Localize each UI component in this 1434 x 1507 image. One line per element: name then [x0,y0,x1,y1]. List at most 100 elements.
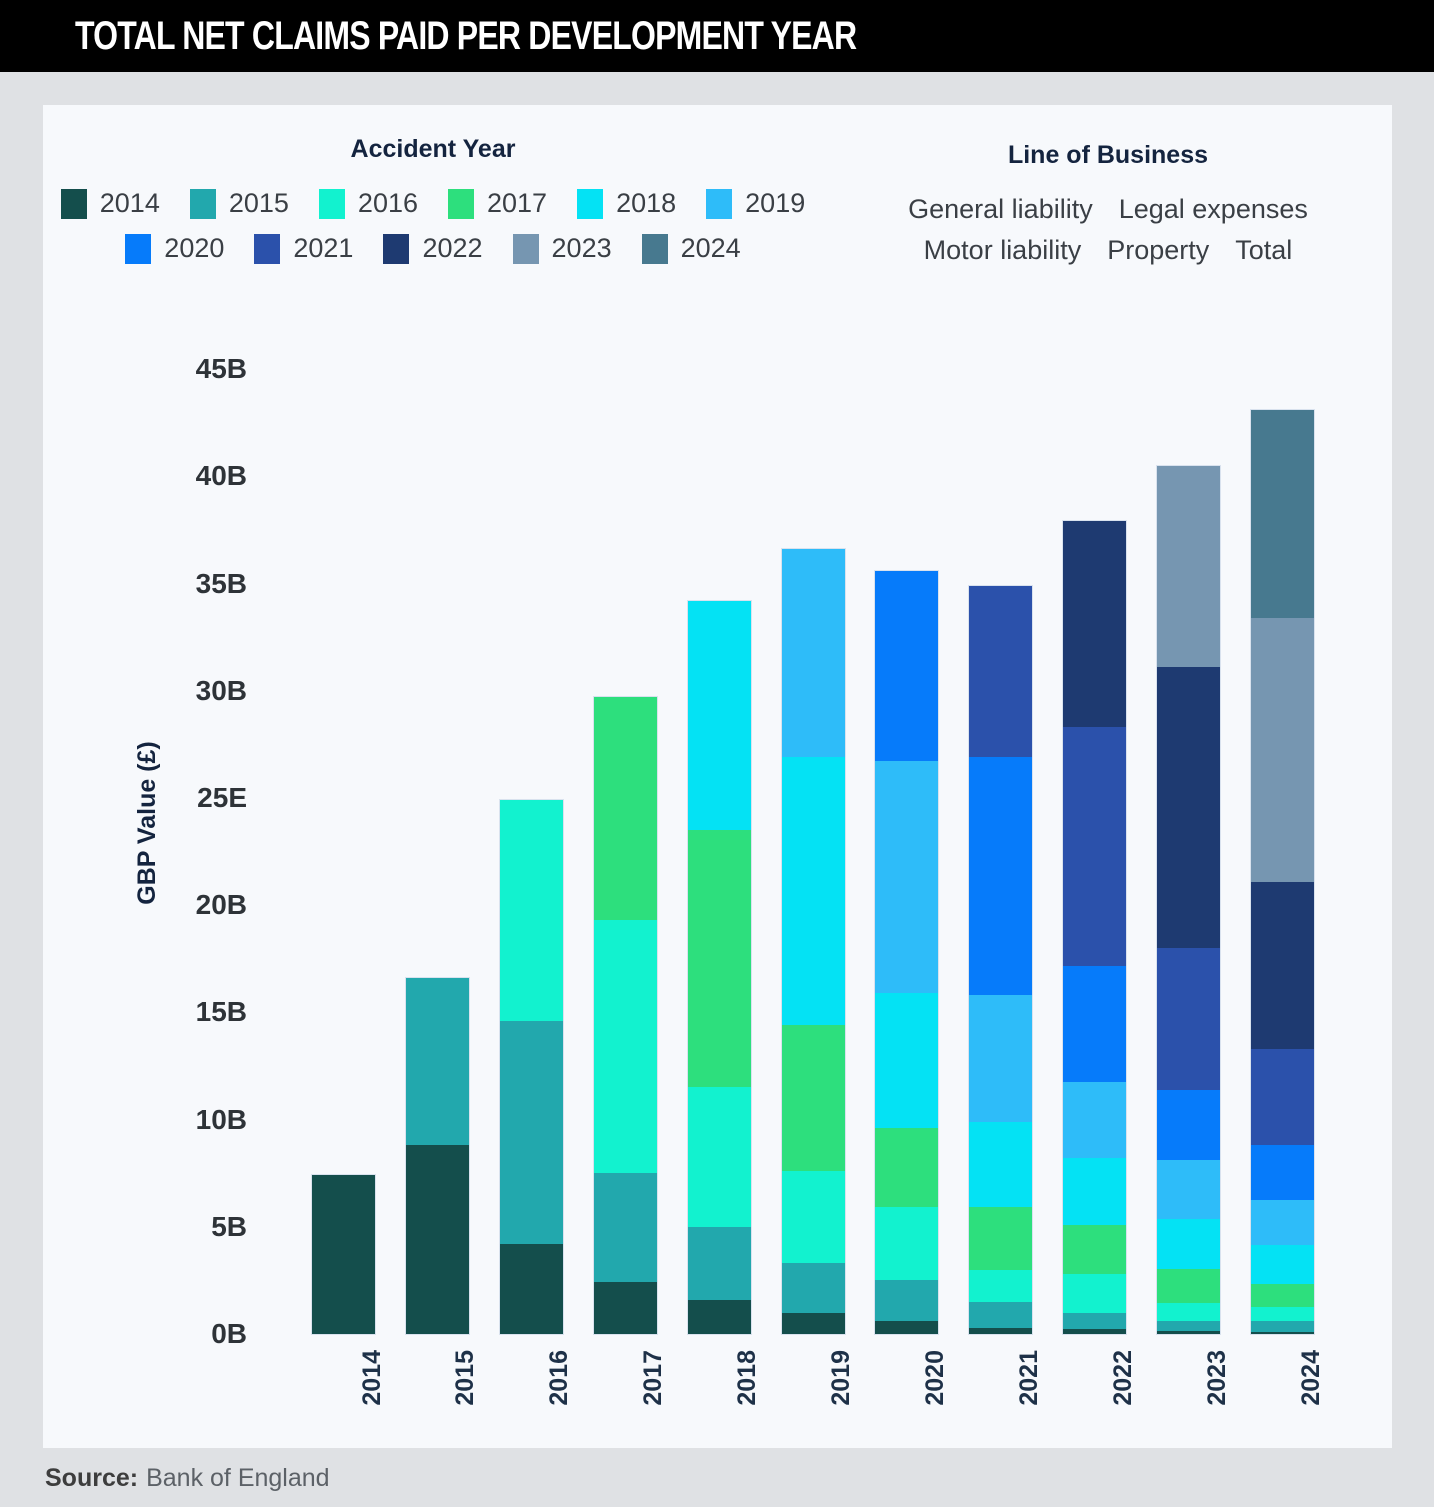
bar-2022[interactable] [1063,521,1127,1334]
bar-2016[interactable] [499,800,563,1334]
legend-item-2018[interactable]: 2018 [577,188,676,219]
bar-segment-2023-ay2014[interactable] [1157,1330,1221,1334]
bar-segment-2018-ay2017[interactable] [687,830,751,1088]
bar-segment-2020-ay2017[interactable] [875,1128,939,1208]
legend-item-2023[interactable]: 2023 [512,233,612,264]
bar-segment-2015-ay2014[interactable] [405,1145,469,1334]
bar-segment-2019-ay2017[interactable] [781,1025,845,1172]
bar-segment-2024-ay2018[interactable] [1251,1244,1314,1284]
legend-swatch-2016 [318,188,345,219]
legend-item-2015[interactable]: 2015 [189,188,289,219]
bar-segment-2024-ay2015[interactable] [1251,1321,1314,1332]
bar-segment-2021-ay2015[interactable] [969,1301,1033,1328]
legend-item-2021[interactable]: 2021 [254,233,353,264]
legend-item-2019[interactable]: 2019 [706,188,805,219]
bar-segment-2023-ay2018[interactable] [1157,1219,1221,1269]
legend-item-2020[interactable]: 2020 [125,233,224,264]
bar-segment-2024-ay2023[interactable] [1251,617,1314,882]
bar-segment-2020-ay2019[interactable] [875,761,939,994]
bar-2019[interactable] [781,549,845,1334]
bar-segment-2023-ay2019[interactable] [1157,1160,1221,1220]
legend-line-of-business-title: Line of Business [1007,141,1209,169]
bar-segment-2023-ay2016[interactable] [1157,1302,1221,1322]
bar-segment-2024-ay2021[interactable] [1251,1048,1314,1146]
bar-segment-2019-ay2014[interactable] [781,1312,845,1334]
bar-segment-2016-ay2016[interactable] [499,800,563,1021]
bar-segment-2021-ay2017[interactable] [969,1207,1033,1270]
bar-segment-2024-ay2020[interactable] [1251,1145,1314,1200]
bar-segment-2022-ay2021[interactable] [1063,727,1127,967]
bar-segment-2017-ay2017[interactable] [593,697,657,921]
bar-2023[interactable] [1157,465,1221,1334]
bar-2021[interactable] [969,585,1033,1334]
bar-segment-2018-ay2014[interactable] [687,1299,751,1334]
bar-segment-2024-ay2014[interactable] [1251,1331,1314,1334]
bar-segment-2021-ay2019[interactable] [969,995,1033,1122]
bar-segment-2016-ay2015[interactable] [499,1020,563,1244]
lob-filter-motor-liability[interactable]: Motor liability [923,235,1082,265]
legend-label: 2018 [616,188,677,218]
bar-segment-2022-ay2020[interactable] [1063,966,1127,1083]
bar-segment-2015-ay2015[interactable] [405,978,469,1146]
bar-segment-2019-ay2015[interactable] [781,1263,845,1313]
bar-segment-2017-ay2014[interactable] [593,1282,657,1334]
legend-item-2014[interactable]: 2014 [60,188,160,219]
bar-segment-2021-ay2016[interactable] [969,1269,1033,1302]
bar-2024[interactable] [1251,409,1314,1334]
bar-segment-2021-ay2020[interactable] [969,757,1033,996]
x-tick-2019: 2019 [827,1350,855,1406]
legend-item-2022[interactable]: 2022 [383,233,483,264]
legend-item-2016[interactable]: 2016 [318,188,418,219]
legend-label: 2023 [551,233,612,263]
bar-segment-2023-ay2015[interactable] [1157,1321,1221,1331]
bar-segment-2020-ay2018[interactable] [875,993,939,1129]
bar-segment-2023-ay2023[interactable] [1157,465,1221,668]
bar-segment-2023-ay2020[interactable] [1157,1089,1221,1161]
bar-segment-2019-ay2018[interactable] [781,757,845,1026]
bar-segment-2023-ay2017[interactable] [1157,1268,1221,1303]
bar-segment-2018-ay2015[interactable] [687,1226,751,1300]
bar-2020[interactable] [875,570,939,1334]
bar-segment-2022-ay2022[interactable] [1063,521,1127,728]
bar-segment-2022-ay2014[interactable] [1063,1328,1127,1334]
bar-segment-2020-ay2015[interactable] [875,1280,939,1322]
lob-filter-legal-expenses[interactable]: Legal expenses [1118,194,1308,224]
lob-filter-property[interactable]: Property [1107,235,1210,265]
bar-segment-2020-ay2014[interactable] [875,1321,939,1334]
bar-segment-2021-ay2018[interactable] [969,1121,1033,1208]
legend-item-2017[interactable]: 2017 [448,188,547,219]
bar-segment-2017-ay2015[interactable] [593,1173,657,1283]
legend-label: 2017 [487,188,548,218]
bar-segment-2024-ay2022[interactable] [1251,881,1314,1049]
bar-segment-2021-ay2021[interactable] [969,585,1033,758]
bar-2018[interactable] [687,600,751,1334]
bar-segment-2020-ay2020[interactable] [875,570,939,762]
bar-segment-2024-ay2019[interactable] [1251,1199,1314,1245]
bar-2017[interactable] [593,697,657,1334]
bar-2014[interactable] [312,1175,375,1334]
bar-segment-2019-ay2019[interactable] [781,549,845,758]
legend-item-2024[interactable]: 2024 [641,233,741,264]
lob-filter-general-liability[interactable]: General liability [908,194,1093,224]
chart-card: Accident Year 2014 2015 2016 2017 2018 2019 2… [43,105,1392,1448]
bar-segment-2014-ay2014[interactable] [312,1175,375,1334]
bar-segment-2022-ay2019[interactable] [1063,1082,1127,1159]
lob-filter-total[interactable]: Total [1235,235,1293,265]
bar-segment-2022-ay2018[interactable] [1063,1158,1127,1225]
bar-2015[interactable] [405,978,469,1334]
bar-segment-2018-ay2018[interactable] [687,600,751,831]
bar-segment-2024-ay2016[interactable] [1251,1307,1314,1322]
bar-segment-2022-ay2015[interactable] [1063,1312,1127,1329]
bar-segment-2016-ay2014[interactable] [499,1243,563,1334]
bar-segment-2023-ay2021[interactable] [1157,948,1221,1090]
bar-segment-2021-ay2014[interactable] [969,1327,1033,1334]
bar-segment-2017-ay2016[interactable] [593,920,657,1174]
bar-segment-2020-ay2016[interactable] [875,1207,939,1281]
bar-segment-2019-ay2016[interactable] [781,1171,845,1264]
bar-segment-2022-ay2016[interactable] [1063,1273,1127,1313]
bar-segment-2023-ay2022[interactable] [1157,667,1221,949]
bar-segment-2018-ay2016[interactable] [687,1087,751,1227]
bar-segment-2022-ay2017[interactable] [1063,1224,1127,1274]
bar-segment-2024-ay2017[interactable] [1251,1283,1314,1308]
bar-segment-2024-ay2024[interactable] [1251,409,1314,618]
